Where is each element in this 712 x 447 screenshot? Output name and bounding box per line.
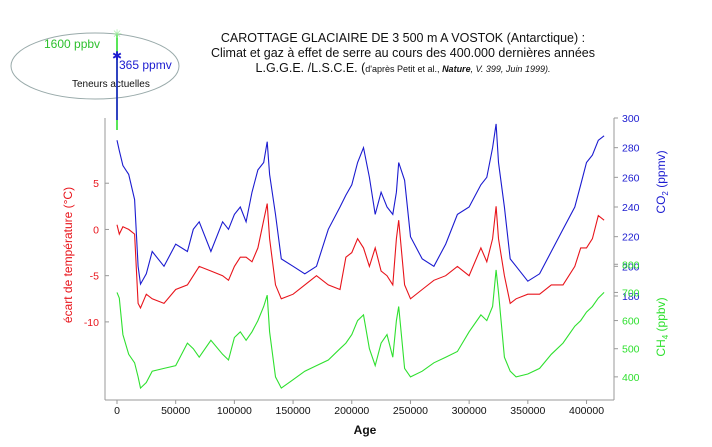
- temperature-tick-label: -5: [90, 271, 99, 283]
- ch4-axis-label-unit: (ppbv): [654, 297, 668, 334]
- co2-tick-label: 280: [622, 143, 640, 155]
- co2-current-marker-icon: ✱: [112, 49, 122, 63]
- co2-axis-label-sub: 2: [661, 191, 670, 196]
- temperature-axis-ticks: 5 0 -5 -10: [84, 178, 109, 329]
- ch4-tick-label: 400: [622, 372, 640, 384]
- co2-axis-label-unit: (ppmv): [654, 150, 668, 191]
- ch4-current-marker-icon: ✳: [112, 27, 122, 41]
- chart-title-journal: Nature: [442, 64, 471, 74]
- co2-axis-ticks: 300 280 260 240 220 200 180: [614, 113, 640, 303]
- co2-tick-label: 220: [622, 232, 640, 244]
- x-axis-ticks: 0 50000 100000 150000 200000 250000 300000 3500…: [114, 400, 604, 417]
- ch4-axis-label-main: CH: [654, 339, 668, 356]
- co2-current-label: 365 ppmv: [119, 58, 172, 72]
- co2-axis-label: CO2 (ppmv): [654, 150, 670, 213]
- ch4-tick-label: 800: [622, 259, 640, 271]
- x-tick-label: 200000: [334, 405, 369, 417]
- x-tick-label: 300000: [452, 405, 487, 417]
- temperature-axis-label: écart de température (°C): [61, 187, 75, 323]
- x-tick-label: 350000: [510, 405, 545, 417]
- co2-tick-label: 180: [622, 291, 640, 303]
- ch4-axis-label-sub: 4: [661, 334, 670, 339]
- temperature-series-line: [116, 203, 605, 310]
- ch4-tick-label: 600: [622, 316, 640, 328]
- ch4-axis-label: CH4 (ppbv): [654, 297, 670, 356]
- x-axis-label: Age: [354, 423, 377, 437]
- temperature-tick-label: 5: [93, 178, 99, 190]
- current-values-caption: Teneurs actuelles: [72, 79, 150, 90]
- x-tick-label: 250000: [393, 405, 428, 417]
- x-tick-label: 0: [114, 405, 120, 417]
- x-tick-label: 150000: [276, 405, 311, 417]
- chart-title-line-1: CAROTTAGE GLACIAIRE DE 3 500 m A VOSTOK …: [221, 31, 585, 45]
- chart-title-citation: d'après Petit et al.,: [365, 64, 442, 74]
- chart-title-line-3-main: L.G.G.E. /L.S.C.E. (: [256, 61, 367, 75]
- ch4-tick-label: 700: [622, 287, 640, 299]
- co2-axis-label-main: CO: [654, 196, 668, 214]
- co2-tick-label: 240: [622, 202, 640, 214]
- temperature-tick-label: 0: [93, 224, 99, 236]
- co2-tick-label: 200: [622, 261, 640, 273]
- chart-title-line-2: Climat et gaz à effet de serre au cours …: [211, 46, 595, 60]
- co2-series-line: [116, 123, 605, 286]
- x-tick-label: 400000: [569, 405, 604, 417]
- co2-tick-label: 300: [622, 113, 640, 125]
- temperature-tick-label: -10: [84, 317, 99, 329]
- current-values-ellipse: [10, 32, 180, 100]
- ch4-axis-ticks: 800 700 600 500 400: [614, 259, 640, 384]
- x-tick-label: 50000: [161, 405, 190, 417]
- chart-title-volume: , V. 399, Juin 1999).: [471, 64, 551, 74]
- ch4-current-label: 1600 ppbv: [44, 37, 100, 51]
- x-tick-label: 100000: [217, 405, 252, 417]
- ch4-tick-label: 500: [622, 344, 640, 356]
- ch4-series-line: [116, 269, 605, 390]
- chart-title-line-3: L.G.G.E. /L.S.C.E. (d'après Petit et al.…: [256, 61, 551, 75]
- co2-tick-label: 260: [622, 172, 640, 184]
